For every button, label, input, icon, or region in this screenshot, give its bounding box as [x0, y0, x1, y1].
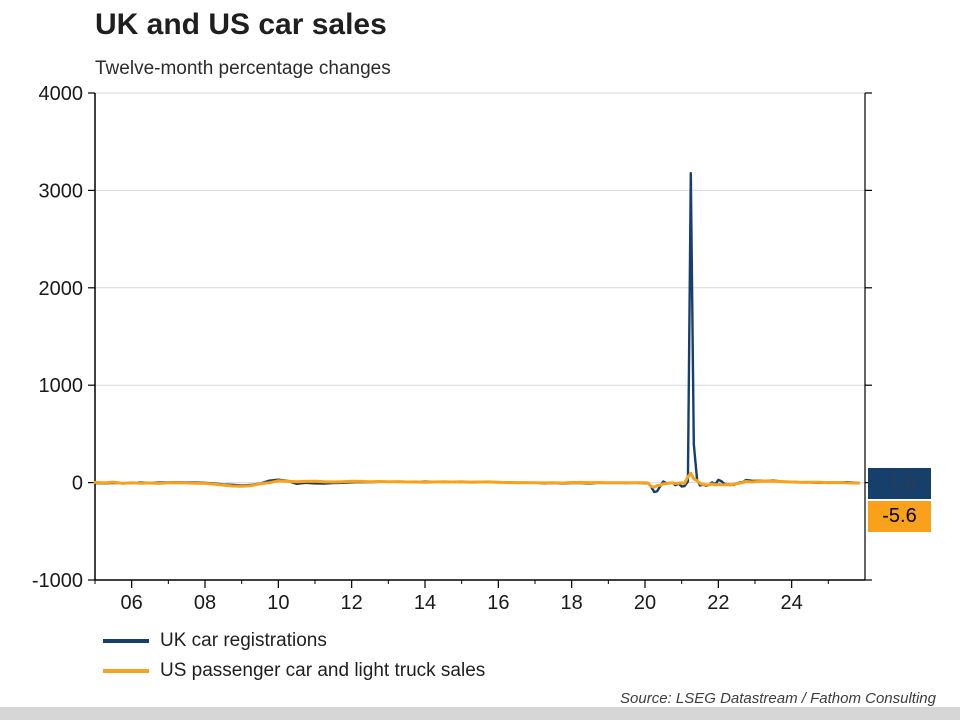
axes [94, 93, 866, 581]
svg-text:10: 10 [267, 592, 289, 614]
svg-text:22: 22 [707, 592, 729, 614]
legend-label-us: US passenger car and light truck sales [160, 660, 486, 681]
us-series-line [93, 471, 861, 489]
bottom-strip [0, 707, 960, 720]
source-note: Source: LSEG Datastream / Fathom Consult… [620, 690, 936, 707]
legend-item-us: US passenger car and light truck sales [103, 660, 485, 682]
uk-end-value-badge: -1.6 [868, 468, 931, 499]
svg-text:08: 08 [194, 592, 216, 614]
svg-text:0: 0 [72, 473, 83, 495]
svg-text:06: 06 [121, 592, 143, 614]
svg-text:1000: 1000 [39, 375, 84, 397]
svg-text:16: 16 [487, 592, 509, 614]
svg-text:3000: 3000 [39, 180, 84, 202]
uk-line-swatch [103, 639, 149, 643]
svg-text:14: 14 [414, 592, 436, 614]
series-lines [93, 171, 861, 494]
svg-text:12: 12 [341, 592, 363, 614]
tick-marks [88, 92, 872, 588]
legend: UK car registrations US passenger car an… [103, 630, 485, 682]
gridlines [95, 92, 865, 484]
legend-label-uk: UK car registrations [160, 630, 327, 651]
svg-text:20: 20 [634, 592, 656, 614]
svg-text:18: 18 [561, 592, 583, 614]
svg-text:-1000: -1000 [32, 570, 83, 592]
us-end-value-badge: -5.6 [868, 501, 931, 532]
svg-text:2000: 2000 [39, 278, 84, 300]
tick-labels: 4000 3000 2000 1000 0 -1000 06 08 10 12 14 16 18 20 22… [32, 83, 803, 614]
chart-title: UK and US car sales [95, 8, 387, 41]
chart-subtitle: Twelve-month percentage changes [95, 58, 391, 79]
uk-series-line [93, 171, 860, 494]
svg-text:24: 24 [781, 592, 803, 614]
legend-item-uk: UK car registrations [103, 630, 485, 652]
svg-text:4000: 4000 [39, 83, 84, 105]
us-line-swatch [103, 669, 149, 673]
